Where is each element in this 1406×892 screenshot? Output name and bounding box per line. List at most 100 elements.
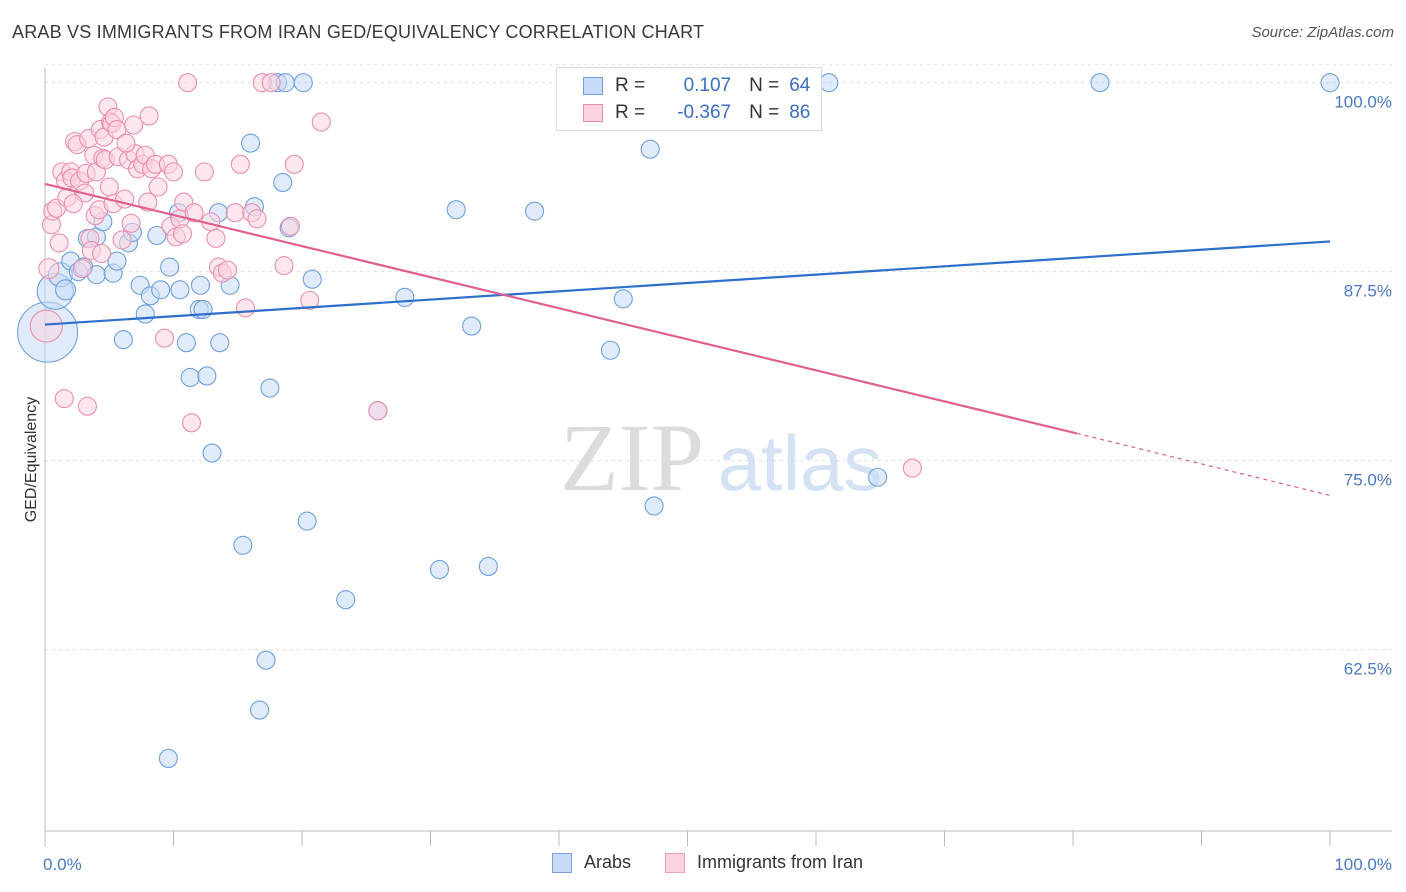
x-tick-label-start: 0.0%: [43, 855, 82, 874]
data-point: [210, 333, 230, 353]
data-point: [293, 73, 313, 93]
bottom-legend-arabs: Arabs: [552, 852, 631, 873]
data-point: [274, 256, 294, 276]
data-point: [1090, 73, 1110, 93]
bottom-legend-label-arabs: Arabs: [584, 852, 632, 872]
data-point: [194, 162, 214, 182]
data-point: [256, 650, 276, 670]
trend-line-extension: [1076, 432, 1331, 496]
legend-n-value-iran: 86: [789, 102, 811, 123]
data-point: [135, 304, 155, 324]
data-point: [49, 233, 69, 253]
data-point: [172, 224, 193, 244]
data-point: [139, 106, 159, 126]
series-iran: [29, 73, 922, 478]
bottom-legend-label-iran: Immigrants from Iran: [697, 852, 864, 872]
data-point: [72, 259, 92, 279]
trend-line-arabs: [44, 240, 1331, 326]
data-point: [230, 154, 250, 174]
data-point: [113, 330, 133, 350]
data-point: [600, 340, 620, 360]
y-axis-title: GED/Equivalency: [23, 397, 40, 522]
legend-n-label: N =: [749, 75, 780, 96]
legend-swatch-arabs: [583, 77, 603, 95]
legend-n-label: N =: [749, 102, 780, 123]
watermark: ZIP atlas: [560, 404, 882, 511]
data-points: [17, 73, 1340, 768]
data-point: [197, 366, 217, 386]
data-point: [148, 177, 168, 197]
data-point: [868, 467, 888, 487]
legend-r-label: R =: [615, 102, 646, 123]
data-point: [206, 228, 226, 248]
data-point: [178, 73, 198, 93]
legend-swatch-iran: [583, 104, 603, 122]
data-point: [300, 290, 320, 310]
data-point: [184, 203, 204, 223]
data-point: [368, 401, 388, 421]
data-point: [284, 154, 304, 174]
data-point: [260, 378, 280, 398]
bottom-legend-iran: Immigrants from Iran: [665, 852, 863, 873]
data-point: [644, 496, 664, 516]
legend-r-label: R =: [615, 75, 646, 96]
y-tick-label: 62.5%: [1344, 660, 1392, 679]
data-point: [613, 289, 633, 309]
data-point: [63, 194, 83, 214]
data-point: [202, 443, 222, 463]
trend-line-iran: [44, 182, 1078, 435]
data-point: [395, 287, 415, 307]
legend-n-value-arabs: 64: [789, 75, 811, 96]
data-point: [112, 230, 132, 250]
data-point: [160, 257, 180, 277]
data-point: [640, 139, 660, 159]
data-point: [38, 258, 60, 280]
grid-lines: [45, 64, 1392, 651]
watermark-zip: ZIP: [560, 404, 704, 511]
legend-r-value-arabs: 0.107: [683, 75, 732, 96]
chart-title: ARAB VS IMMIGRANTS FROM IRAN GED/EQUIVAL…: [12, 22, 705, 42]
data-point: [1320, 73, 1340, 93]
legend-row-arabs: R = 0.107 N = 64: [583, 73, 810, 99]
data-point: [446, 200, 466, 220]
source-note: Source: ZipAtlas.com: [1251, 24, 1394, 41]
data-point: [217, 260, 238, 280]
data-point: [225, 203, 245, 223]
data-point: [77, 396, 97, 416]
data-point: [235, 298, 256, 318]
trend-lines: [44, 182, 1331, 496]
data-point: [280, 216, 300, 236]
data-point: [478, 556, 498, 576]
data-point: [462, 316, 482, 336]
data-point: [233, 535, 253, 555]
data-point: [151, 280, 171, 300]
data-point: [29, 309, 63, 343]
data-point: [247, 209, 267, 229]
data-point: [273, 172, 293, 193]
data-point: [121, 213, 141, 233]
data-point: [181, 413, 202, 433]
data-point: [154, 328, 175, 348]
data-point: [297, 511, 317, 531]
y-tick-label: 87.5%: [1344, 282, 1392, 301]
data-point: [170, 280, 190, 300]
y-tick-label: 75.0%: [1344, 471, 1392, 490]
data-point: [525, 201, 545, 221]
watermark-atlas: atlas: [718, 419, 883, 507]
data-point: [302, 269, 322, 289]
data-point: [311, 112, 331, 132]
data-point: [336, 590, 356, 610]
data-point: [250, 700, 270, 720]
data-point: [158, 748, 178, 768]
legend-row-iran: R = -0.367 N = 86: [583, 100, 810, 126]
bottom-legend-swatch-arabs: [552, 852, 572, 873]
legend-r-value-iran: -0.367: [677, 102, 732, 123]
data-point: [107, 251, 127, 271]
axes: [44, 68, 1392, 847]
data-point: [99, 177, 119, 197]
data-point: [163, 162, 184, 182]
data-point: [819, 73, 839, 93]
data-point: [261, 73, 281, 93]
y-tick-label: 100.0%: [1334, 93, 1392, 112]
